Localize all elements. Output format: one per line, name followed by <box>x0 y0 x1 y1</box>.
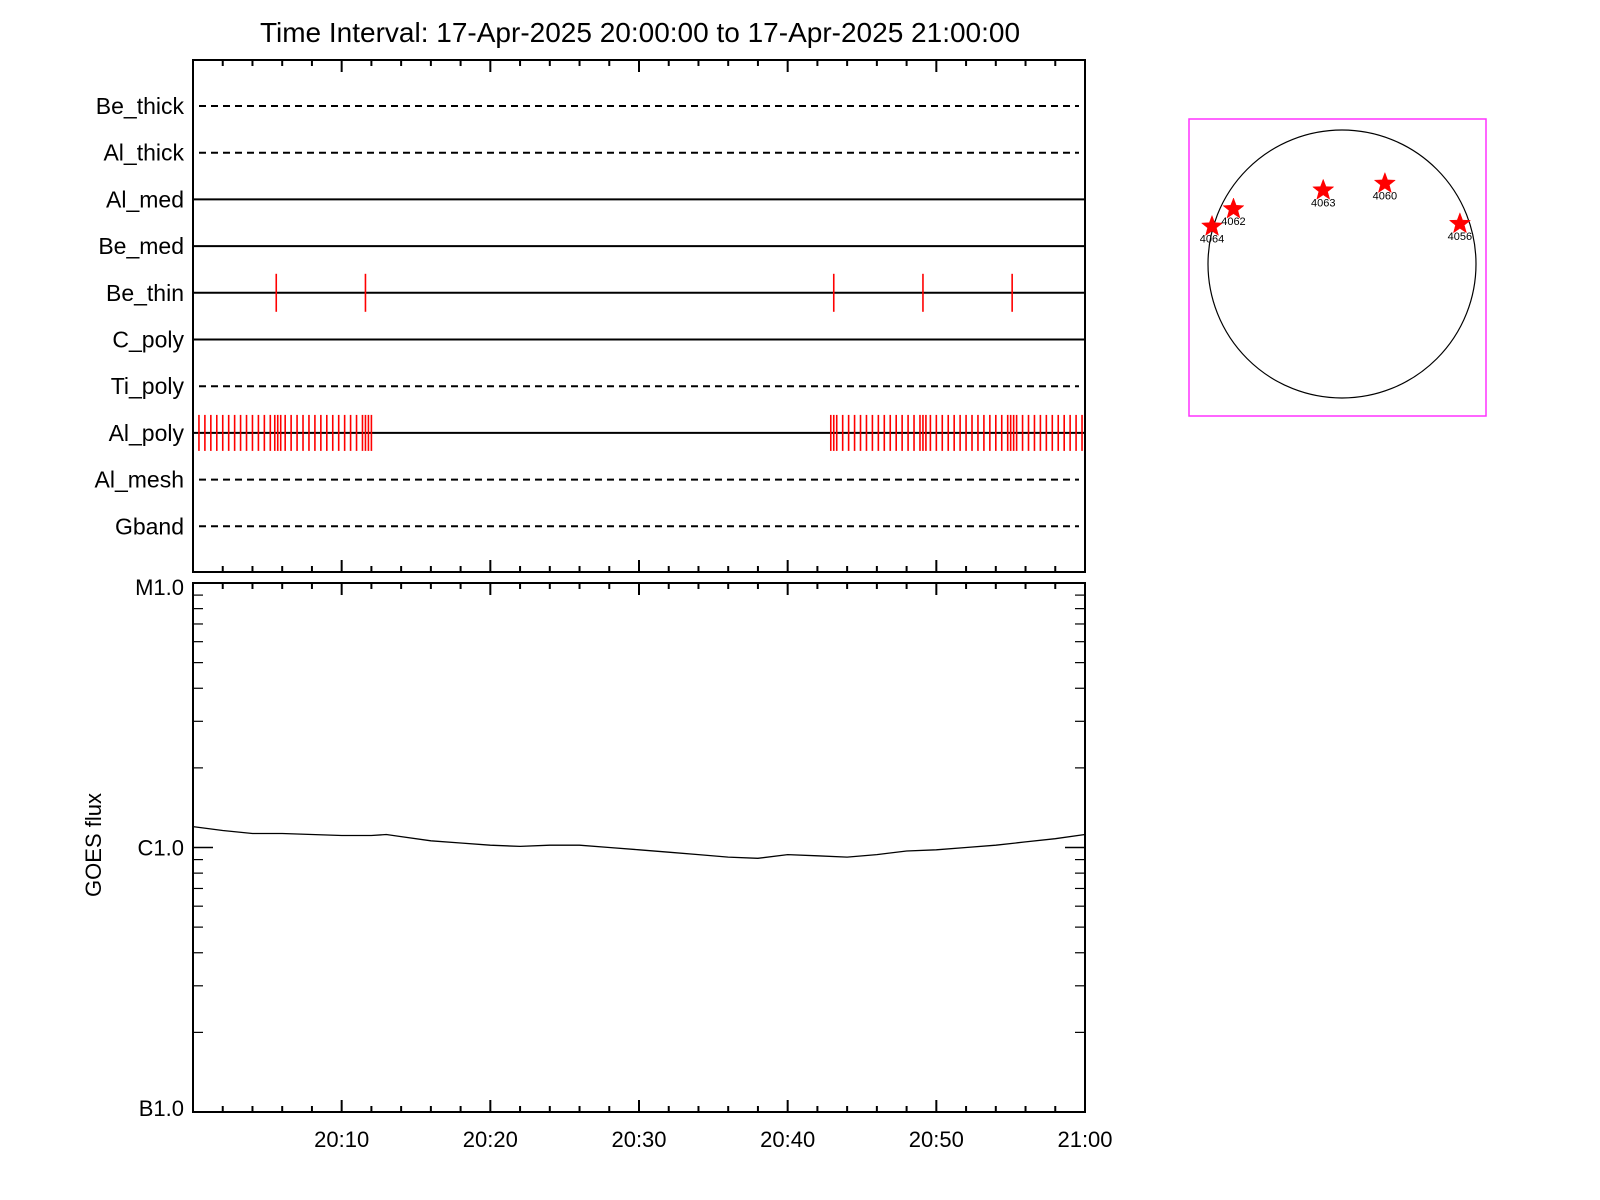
goes-flux-panel: B1.0 C1.0 M1.0 20:10 20:20 20:30 20:40 20:50 21:… <box>81 575 1113 1152</box>
flux-xtick-label: 20:30 <box>611 1127 666 1152</box>
flux-xtick-label: 20:50 <box>909 1127 964 1152</box>
flux-ytick-label: C1.0 <box>138 836 184 861</box>
flux-ytick-label: B1.0 <box>139 1096 184 1121</box>
active-region-label: 4064 <box>1200 233 1224 245</box>
chart-title: Time Interval: 17-Apr-2025 20:00:00 to 1… <box>260 17 1020 48</box>
active-region-label: 4062 <box>1221 216 1245 228</box>
goes-flux-line <box>192 825 1086 859</box>
active-region-marker <box>1312 178 1335 200</box>
flux-xtick-label: 20:20 <box>463 1127 518 1152</box>
flux-frame <box>192 582 1086 1113</box>
filter-timeline-panel: Be_thick Al_thick Al_med Be_med Be_thin C_pol… <box>95 59 1086 573</box>
active-region-label: 4056 <box>1448 231 1472 243</box>
filter-label: Al_poly <box>109 420 185 446</box>
flux-xtick-label: 21:00 <box>1057 1127 1112 1152</box>
filter-label: Be_med <box>98 233 184 259</box>
filter-label: Al_mesh <box>95 467 184 493</box>
flux-xtick-label: 20:40 <box>760 1127 815 1152</box>
filter-label: Gband <box>115 513 184 539</box>
solar-disk-panel: 4064 4062 4063 4060 4056 <box>1188 118 1487 417</box>
active-region-marker <box>1222 197 1245 219</box>
disk-frame <box>1188 118 1487 417</box>
solar-disk-outline <box>1207 129 1477 399</box>
active-region-label: 4063 <box>1311 197 1335 209</box>
filter-label: Be_thin <box>106 280 184 306</box>
flux-ylabel: GOES flux <box>81 793 106 897</box>
active-region-marker <box>1200 214 1224 236</box>
filter-label: Be_thick <box>96 93 185 119</box>
filter-label: Al_thick <box>103 140 184 166</box>
filter-label: Ti_poly <box>111 373 185 399</box>
timeline-frame <box>192 59 1086 573</box>
active-region-label: 4060 <box>1373 191 1397 203</box>
flux-xtick-label: 20:10 <box>314 1127 369 1152</box>
active-region-marker <box>1448 212 1472 234</box>
active-region-marker <box>1373 171 1396 194</box>
filter-label: Al_med <box>106 186 184 212</box>
flux-ytick-label: M1.0 <box>135 575 184 600</box>
filter-label: C_poly <box>112 327 184 353</box>
